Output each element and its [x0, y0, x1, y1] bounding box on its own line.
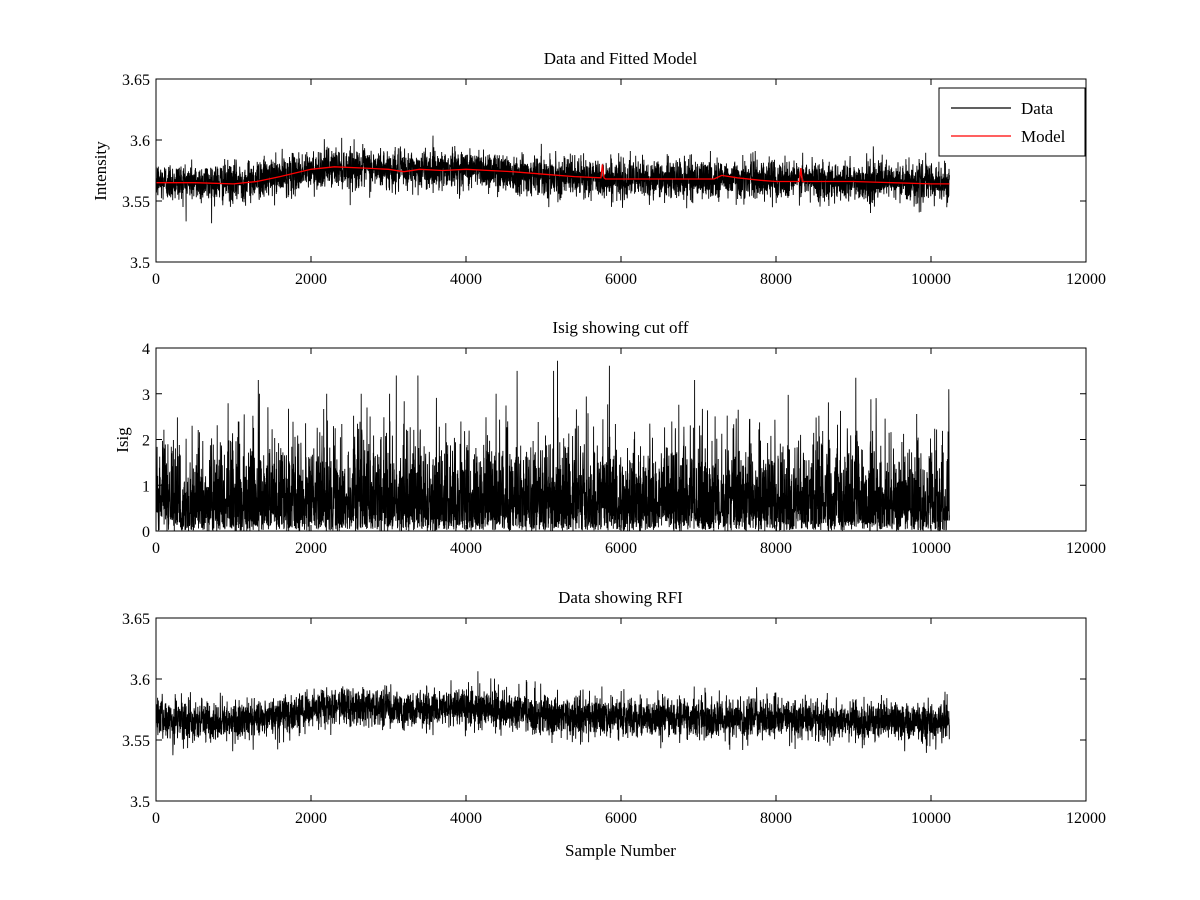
panel-1-series-model — [156, 164, 950, 185]
panel-3-xlabel: Sample Number — [565, 841, 676, 860]
panel-2-ytick-label: 1 — [142, 478, 150, 495]
panel-data-showing-rfi: Data showing RFI Sample Number 0 2000 4000… — [122, 588, 1106, 860]
panel-3-xtick-label: 2000 — [295, 810, 327, 827]
panel-2-ylabel: Isig — [113, 427, 132, 453]
panel-2-title: Isig showing cut off — [552, 318, 688, 337]
panel-1-ytick-label: 3.6 — [130, 133, 150, 150]
legend-label-model: Model — [1021, 127, 1066, 146]
panel-2-xtick-label: 4000 — [450, 540, 482, 557]
panel-1-ytick-label: 3.65 — [122, 72, 150, 89]
panel-3-xtick-label: 4000 — [450, 810, 482, 827]
panel-2-ytick-label: 3 — [142, 387, 150, 404]
panel-1-xtick-label: 2000 — [295, 271, 327, 288]
panel-1-xtick-label: 6000 — [605, 271, 637, 288]
panel-3-ytick-label: 3.6 — [130, 672, 150, 689]
panel-3-ytick-label: 3.55 — [122, 733, 150, 750]
panel-1-ylabel: Intensity — [91, 141, 110, 201]
panel-2-ytick-label: 0 — [142, 524, 150, 541]
panel-3-series-line — [156, 671, 950, 756]
legend: Data Model — [938, 87, 1086, 157]
panel-1-xtick-label: 12000 — [1066, 271, 1106, 288]
panel-2-ytick-label: 2 — [142, 433, 150, 450]
panel-2-series-line — [156, 360, 950, 531]
panel-3-xtick-label: 8000 — [760, 810, 792, 827]
panel-2-xtick-label: 6000 — [605, 540, 637, 557]
panel-isig-showing-cut-off: Isig showing cut off Isig 0 2000 4000 6000 8… — [113, 318, 1106, 557]
panel-1-series-data — [156, 135, 950, 224]
panel-1-xtick-label: 8000 — [760, 271, 792, 288]
panel-2-xtick-label: 0 — [152, 540, 160, 557]
panel-data-and-fitted-model: Data and Fitted Model Intensity 0 2000 400… — [91, 49, 1106, 288]
panel-1-plot-area: 0 2000 4000 6000 8000 10000 12000 3.5 3.55 3.6 3.6… — [122, 72, 1106, 288]
panel-3-xtick-label: 6000 — [605, 810, 637, 827]
panel-3-xtick-label: 0 — [152, 810, 160, 827]
panel-2-xtick-label: 12000 — [1066, 540, 1106, 557]
panel-1-title: Data and Fitted Model — [544, 49, 698, 68]
panel-3-ytick-label: 3.5 — [130, 794, 150, 811]
panel-2-xtick-label: 8000 — [760, 540, 792, 557]
panel-3-xtick-label: 12000 — [1066, 810, 1106, 827]
panel-3-title: Data showing RFI — [558, 588, 683, 607]
legend-label-data: Data — [1021, 99, 1054, 118]
panel-2-plot-area: 0 2000 4000 6000 8000 10000 12000 0 1 2 3 4 — [142, 341, 1106, 557]
panel-1-ytick-label: 3.5 — [130, 255, 150, 272]
panel-2-xtick-label: 10000 — [911, 540, 951, 557]
panel-1-xtick-label: 4000 — [450, 271, 482, 288]
panel-3-plot-area: 0 2000 4000 6000 8000 10000 12000 3.5 3.55 3.6 3.6… — [122, 611, 1106, 827]
panel-1-ytick-label: 3.55 — [122, 194, 150, 211]
panel-1-xtick-label: 10000 — [911, 271, 951, 288]
panel-1-xtick-label: 0 — [152, 271, 160, 288]
panel-3-xtick-label: 10000 — [911, 810, 951, 827]
panel-2-ytick-label: 4 — [142, 341, 150, 358]
panel-3-ytick-label: 3.65 — [122, 611, 150, 628]
panel-2-xtick-label: 2000 — [295, 540, 327, 557]
